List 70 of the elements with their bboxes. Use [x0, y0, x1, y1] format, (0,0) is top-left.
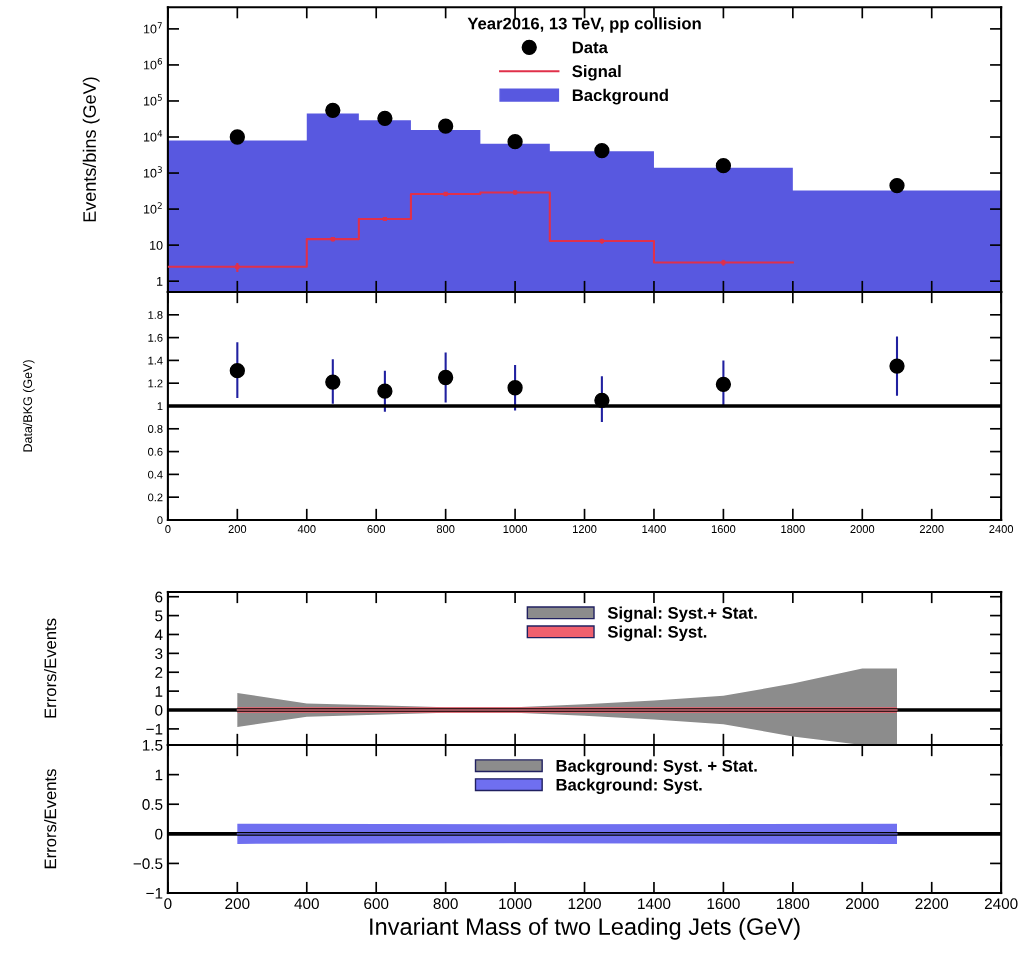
y-tick-label: 0 [157, 516, 163, 525]
legend-label: Background: Syst. + Stat. [556, 759, 757, 776]
y-tick-label: 3 [155, 648, 163, 660]
y-tick-label: 10$^{2}$ [143, 202, 162, 214]
y-tick-label: 1.2 [148, 379, 163, 388]
x-tick-label: 800 [433, 898, 458, 910]
x-tick-label: 2400 [984, 898, 1018, 910]
x-tick-label: 0 [165, 525, 171, 533]
y-tick-label: 10$^{6}$ [143, 58, 163, 70]
y-tick-label: −1 [146, 723, 163, 735]
x-tick-label: 200 [225, 898, 250, 910]
y-axis-title: Events/bins (GeV) [82, 77, 100, 222]
y-tick-label: 1.4 [148, 356, 163, 365]
y-tick-label: 5 [155, 610, 163, 622]
x-tick-label: 2200 [915, 898, 949, 910]
y-tick-label: 0.4 [148, 470, 163, 479]
y-tick-label: 1 [157, 402, 163, 411]
x-tick-label: 400 [297, 525, 316, 533]
legend-title: Year2016, 13 TeV, pp collision [467, 17, 701, 33]
x-axis-title: Invariant Mass of two Leading Jets (GeV) [370, 917, 800, 940]
x-tick-label: 1800 [781, 525, 805, 533]
legend-label: Background [572, 88, 668, 105]
legend-label: Signal: Syst.+ Stat. [607, 606, 757, 623]
y-tick-label: 0.6 [148, 447, 163, 456]
y-tick-label: 10$^{3}$ [143, 166, 162, 178]
x-tick-label: 1000 [503, 525, 528, 533]
legend-label: Signal: Syst. [607, 625, 707, 642]
y-axis-title: Data/BKG (GeV) [22, 360, 35, 452]
legend-label: Signal [572, 64, 621, 81]
y-tick-label: 6 [155, 591, 163, 603]
y-axis-title: Errors/Events [44, 769, 57, 869]
y-tick-label: 4 [154, 629, 163, 641]
x-tick-label: 200 [228, 525, 247, 533]
x-tick-label: 800 [436, 525, 455, 533]
x-tick-label: 1600 [711, 525, 736, 533]
x-tick-label: 1600 [707, 898, 740, 910]
x-tick-label: 2200 [919, 525, 944, 533]
y-tick-label: 0.8 [148, 425, 163, 433]
x-tick-label: 1200 [568, 898, 601, 910]
y-tick-label: 0.2 [148, 493, 163, 502]
y-tick-label: −0.5 [133, 858, 163, 870]
y-tick-label: 1 [157, 277, 163, 286]
y-tick-label: 10$^{4}$ [143, 130, 163, 142]
y-tick-label: 1 [155, 769, 163, 781]
x-tick-label: 1800 [777, 898, 810, 910]
x-tick-label: 1000 [499, 898, 532, 910]
x-tick-label: 400 [294, 898, 319, 910]
y-tick-label: 10$^{5}$ [143, 94, 162, 106]
x-tick-label: 600 [367, 525, 386, 533]
y-tick-label: 1 [155, 686, 163, 697]
y-tick-label: 0.5 [142, 799, 163, 810]
y-tick-label: 1.6 [148, 333, 163, 342]
y-tick-label: 10$^{7}$ [143, 22, 162, 34]
y-tick-label: 1.8 [148, 311, 163, 319]
x-tick-label: 2000 [850, 525, 875, 533]
y-tick-label: 2 [155, 667, 163, 678]
x-tick-label: 1400 [642, 525, 666, 533]
legend-label: Data [572, 41, 608, 54]
y-tick-label: 10 [150, 240, 163, 250]
x-tick-label: 600 [364, 898, 389, 910]
y-tick-label: 0 [155, 828, 163, 840]
x-tick-label: 1400 [638, 898, 671, 910]
x-tick-label: 2400 [989, 525, 1014, 533]
x-tick-label: 1200 [573, 525, 597, 533]
y-tick-label: −1 [146, 888, 163, 899]
y-tick-label: 1.5 [142, 740, 163, 751]
y-axis-title: Errors/Events [44, 618, 57, 718]
y-tick-label: 0 [155, 704, 163, 716]
x-tick-label: 2000 [846, 898, 879, 910]
legend-label: Background: Syst. [556, 778, 702, 795]
